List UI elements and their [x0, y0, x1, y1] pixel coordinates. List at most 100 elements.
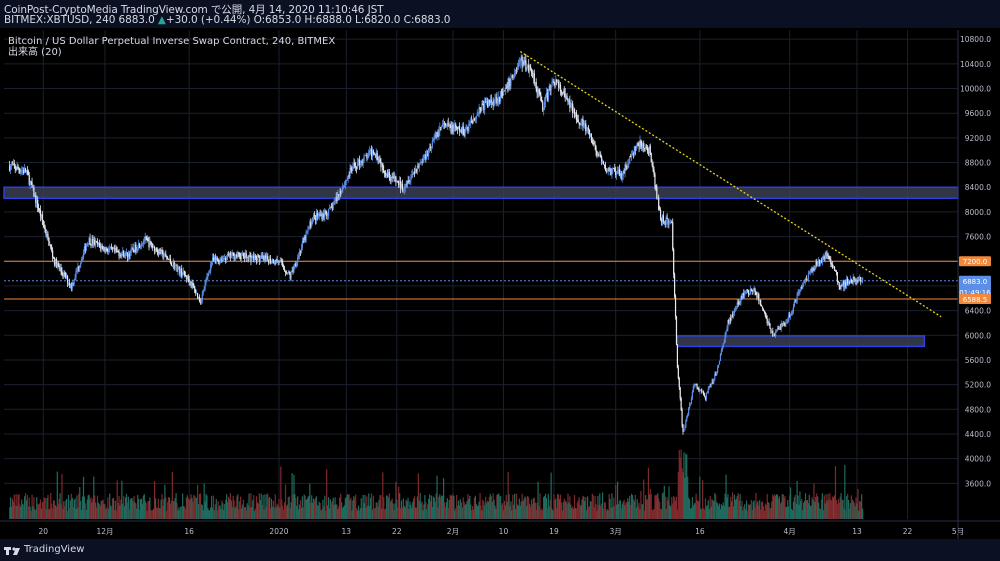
volume-bar [278, 499, 280, 519]
volume-bar [773, 496, 775, 519]
candle-body [143, 240, 145, 242]
volume-bar [593, 507, 595, 519]
volume-bar [46, 497, 48, 519]
candle-body [333, 201, 335, 205]
candle-body [510, 77, 512, 86]
volume-bar [768, 502, 770, 519]
candle-body [670, 222, 672, 223]
candle-body [575, 112, 577, 120]
volume-bar [276, 503, 278, 519]
volume-bar [694, 502, 696, 519]
volume-bar [579, 504, 581, 519]
candle-body [273, 263, 275, 264]
volume-bar [283, 502, 286, 519]
volume-bar [170, 500, 173, 519]
candle-body [811, 268, 813, 272]
price-tag-last: 6883.0 [963, 278, 988, 286]
candle-body [735, 307, 737, 309]
candle-body [195, 292, 197, 294]
candle-body [336, 196, 338, 201]
volume-bar [745, 509, 747, 519]
candle-body [160, 249, 162, 255]
candle-body [703, 394, 706, 397]
volume-bar [687, 476, 689, 519]
volume-bar [410, 504, 412, 519]
volume-bar [130, 498, 132, 519]
volume-bar [761, 501, 764, 519]
volume-bar [145, 503, 147, 519]
candle-body [396, 181, 398, 182]
candle-body [403, 187, 405, 190]
volume-bar [181, 506, 183, 519]
volume-bar [602, 508, 605, 519]
volume-bar [167, 502, 169, 519]
candle-body [422, 158, 424, 163]
candle-body [200, 301, 202, 304]
volume-bar [415, 507, 418, 519]
candle-body [252, 255, 254, 258]
volume-bar [147, 501, 149, 519]
candle-body [241, 253, 244, 255]
volume-bar [49, 508, 51, 519]
candle-body [74, 277, 76, 280]
candle-body [450, 126, 452, 133]
volume-bar [812, 499, 814, 519]
candle-body [350, 168, 352, 170]
candle-body [731, 314, 734, 316]
candle-body [171, 265, 173, 267]
volume-bar [56, 471, 58, 519]
volume-bar [501, 502, 504, 519]
volume-bar [575, 508, 577, 519]
candle-body [676, 344, 679, 368]
candle-body [430, 146, 433, 149]
candle-body [716, 372, 718, 376]
volume-bar [461, 507, 463, 519]
candle-body [449, 125, 451, 127]
candle-body [815, 261, 817, 266]
candle-body [100, 245, 102, 249]
volume-bar [418, 500, 420, 519]
candle-body [247, 256, 249, 261]
candle-body [265, 255, 267, 259]
volume-bar [372, 495, 375, 519]
candle-body [632, 153, 635, 155]
volume-bar [475, 504, 477, 519]
volume-bar [441, 495, 443, 519]
volume-bar [142, 495, 144, 519]
candle-body [829, 258, 831, 260]
volume-bar [787, 500, 789, 519]
candle-body [392, 176, 394, 178]
volume-bar [838, 502, 840, 519]
volume-bar [369, 505, 371, 519]
volume-bar [669, 505, 671, 519]
tradingview-logo[interactable]: TradingView [4, 544, 84, 555]
candle-body [533, 73, 535, 85]
candle-body [441, 126, 443, 128]
candle-body [722, 343, 724, 348]
volume-bar [9, 507, 11, 519]
candle-body [93, 239, 95, 245]
volume-bar [208, 510, 210, 519]
volume-bar [547, 493, 549, 519]
candle-body [371, 150, 374, 157]
candle-body [808, 272, 810, 275]
candle-body [264, 255, 266, 260]
price-chart[interactable]: 20 12月 16 2020 13 22 2月 10 19 3月 16 4月 13 22 5月 3600.0… [0, 28, 1000, 539]
candle-body [402, 189, 404, 191]
candle-body [351, 169, 353, 171]
candle-body [109, 248, 111, 250]
candle-body [339, 191, 341, 196]
candle-body [318, 214, 320, 216]
candle-body [71, 282, 73, 289]
volume-bar [225, 499, 227, 519]
volume-bar [533, 497, 535, 519]
volume-bar [109, 493, 111, 519]
candle-body [732, 313, 735, 316]
volume-bar [790, 508, 793, 519]
candle-body [393, 176, 395, 179]
volume-bar [300, 507, 303, 519]
candle-body [151, 243, 153, 247]
volume-bar [211, 507, 214, 519]
candle-body [222, 258, 224, 262]
